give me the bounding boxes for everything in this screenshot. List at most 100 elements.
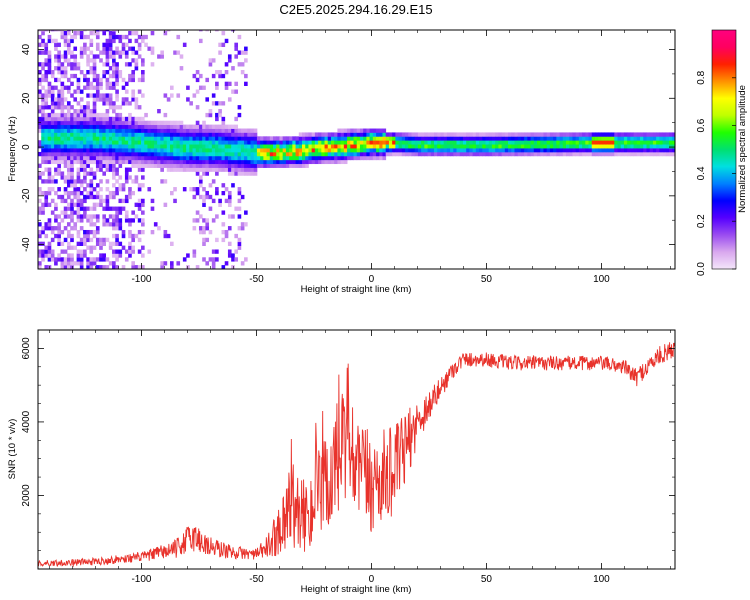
spectrogram-cell xyxy=(215,257,219,262)
spectrogram-cell xyxy=(211,148,216,153)
spectrogram-cell xyxy=(208,183,213,188)
spectrogram-cell xyxy=(134,140,139,145)
spectrogram-cell xyxy=(273,144,277,149)
spectrogram-cell xyxy=(50,124,55,129)
spectrogram-cell xyxy=(195,265,200,269)
spectrogram-cell xyxy=(44,120,49,126)
spectrogram-cell xyxy=(269,155,274,161)
spectrogram-cell xyxy=(198,30,203,32)
spectrogram-cell xyxy=(427,132,432,137)
spectrogram-cell xyxy=(44,198,49,204)
spectrogram-cell xyxy=(208,148,213,153)
spectrogram-cell xyxy=(89,66,94,71)
spectrogram-cell xyxy=(182,148,187,153)
y-tick-label: 2000 xyxy=(21,484,32,507)
spectrogram-cell xyxy=(83,233,87,239)
spectrogram-cell xyxy=(401,144,406,149)
spectrogram-cell xyxy=(86,136,90,141)
spectrogram-cell xyxy=(311,140,316,145)
spectrogram-cell xyxy=(208,112,213,118)
spectrogram-cell xyxy=(366,144,371,149)
spectrogram-cell xyxy=(76,66,81,71)
spectrogram-cell xyxy=(47,148,52,153)
spectrogram-cell xyxy=(44,128,49,133)
spectrogram-cell xyxy=(289,148,293,153)
spectrogram-cell xyxy=(121,265,126,269)
spectrogram-cell xyxy=(73,144,78,149)
spectrogram-cell xyxy=(70,151,74,157)
spectrogram-cell xyxy=(179,66,184,71)
spectrogram-cell xyxy=(147,136,152,141)
spectrogram-cell xyxy=(192,140,197,145)
spectrogram-cell xyxy=(640,132,644,137)
spectrogram-cell xyxy=(105,93,110,98)
spectrogram-cell xyxy=(221,190,226,196)
spectrogram-cell xyxy=(44,253,49,258)
spectrogram-cell xyxy=(108,132,113,137)
spectrogram-cell xyxy=(231,214,235,219)
spectrogram-cell xyxy=(240,144,245,149)
spectrogram-cell xyxy=(54,101,58,106)
spectrogram-cell xyxy=(160,148,164,153)
spectrogram-cell xyxy=(70,218,74,223)
spectrogram-cell xyxy=(276,148,280,153)
spectrogram-cell xyxy=(353,148,358,153)
spectrogram-cell xyxy=(63,175,68,180)
spectrogram-cell xyxy=(86,151,90,157)
spectrogram-cell xyxy=(234,116,239,122)
spectrogram-cell xyxy=(485,136,490,141)
spectrogram-cell xyxy=(488,144,493,149)
spectrogram-cell xyxy=(649,144,654,149)
spectrogram-cell xyxy=(321,148,325,153)
y-tick-label: 40 xyxy=(21,44,32,56)
spectrogram-cell xyxy=(99,163,103,168)
spectrogram-cell xyxy=(70,253,74,258)
spectrogram-cell xyxy=(221,128,226,133)
spectrogram-cell xyxy=(224,144,229,149)
spectrogram-cell xyxy=(102,50,107,55)
spectrogram-cell xyxy=(150,159,155,165)
spectrogram-cell xyxy=(89,257,94,262)
spectrogram-cell xyxy=(376,144,380,149)
spectrogram-cell xyxy=(456,148,461,153)
spectrogram-cell xyxy=(137,218,142,223)
spectrogram-cell xyxy=(70,105,74,110)
spectrogram-cell xyxy=(591,136,596,141)
spectrogram-cell xyxy=(83,42,87,47)
spectrogram-cell xyxy=(237,198,242,204)
spectrogram-cell xyxy=(105,109,110,114)
spectrogram-cell xyxy=(121,155,126,161)
spectrogram-cell xyxy=(224,187,229,192)
spectrogram-cell xyxy=(57,128,61,133)
spectrogram-cell xyxy=(221,132,226,137)
spectrogram-cell xyxy=(99,155,103,161)
spectrogram-cell xyxy=(553,132,557,137)
spectrogram-cell xyxy=(292,155,296,161)
spectrogram-cell xyxy=(131,97,135,102)
spectrogram-cell xyxy=(421,140,425,145)
spectrogram-cell xyxy=(163,148,168,153)
spectrogram-cell xyxy=(195,148,200,153)
spectrogram-cell xyxy=(112,109,116,114)
spectrogram-cell xyxy=(324,136,329,141)
spectrogram-cell xyxy=(166,163,171,168)
spectrogram-cell xyxy=(353,136,358,141)
spectrogram-cell xyxy=(131,265,135,269)
spectrogram-cell xyxy=(643,132,647,137)
spectrogram-cell xyxy=(446,136,451,141)
spectrogram-cell xyxy=(234,151,239,157)
spectrogram-cell xyxy=(334,132,338,137)
spectrogram-cell xyxy=(99,202,103,207)
spectrogram-cell xyxy=(76,85,81,90)
spectrogram-cell xyxy=(137,148,142,153)
spectrogram-cell xyxy=(105,112,110,118)
spectrogram-cell xyxy=(517,144,522,149)
spectrogram-cell xyxy=(279,144,284,149)
spectrogram-cell xyxy=(607,148,612,153)
spectrogram-cell xyxy=(508,144,512,149)
spectrogram-cell xyxy=(627,148,631,153)
spectrogram-cell xyxy=(141,132,145,137)
spectrogram-cell xyxy=(366,148,371,153)
spectrogram-cell xyxy=(70,112,74,118)
spectrogram-cell xyxy=(640,151,644,157)
